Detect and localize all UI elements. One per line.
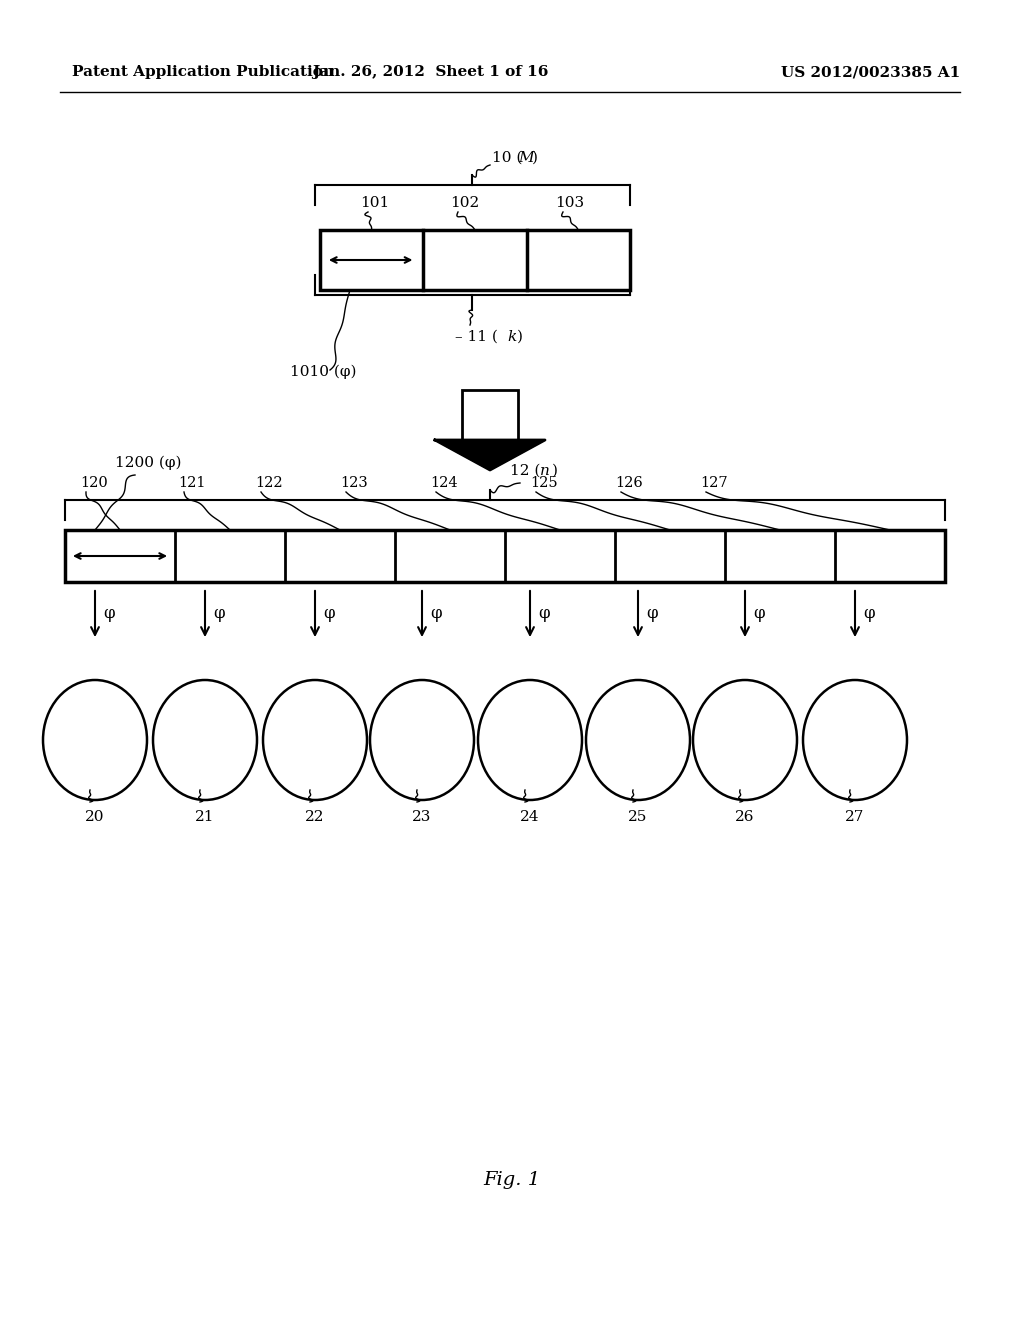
Text: ): ) bbox=[517, 330, 523, 345]
Text: US 2012/0023385 A1: US 2012/0023385 A1 bbox=[780, 65, 961, 79]
Text: 1200 (φ): 1200 (φ) bbox=[115, 455, 181, 470]
Text: 125: 125 bbox=[530, 477, 558, 490]
Text: 122: 122 bbox=[255, 477, 283, 490]
Text: 25: 25 bbox=[628, 810, 647, 824]
Text: 102: 102 bbox=[450, 195, 479, 210]
Text: ): ) bbox=[532, 150, 538, 165]
Text: 121: 121 bbox=[178, 477, 206, 490]
Text: 127: 127 bbox=[700, 477, 728, 490]
Text: 23: 23 bbox=[412, 810, 431, 824]
Text: 103: 103 bbox=[555, 195, 584, 210]
Text: Jan. 26, 2012  Sheet 1 of 16: Jan. 26, 2012 Sheet 1 of 16 bbox=[312, 65, 548, 79]
Text: 21: 21 bbox=[195, 810, 214, 824]
Text: 24: 24 bbox=[520, 810, 540, 824]
Text: 120: 120 bbox=[80, 477, 108, 490]
Text: Patent Application Publication: Patent Application Publication bbox=[72, 65, 334, 79]
Text: 22: 22 bbox=[305, 810, 325, 824]
Text: 123: 123 bbox=[340, 477, 368, 490]
Text: φ: φ bbox=[430, 606, 441, 623]
Text: 126: 126 bbox=[615, 477, 643, 490]
Text: k: k bbox=[507, 330, 516, 345]
Text: n: n bbox=[540, 465, 550, 478]
Text: φ: φ bbox=[213, 606, 224, 623]
Text: ): ) bbox=[552, 465, 558, 478]
Text: 20: 20 bbox=[85, 810, 104, 824]
Text: φ: φ bbox=[323, 606, 335, 623]
Text: 27: 27 bbox=[845, 810, 864, 824]
Text: 124: 124 bbox=[430, 477, 458, 490]
Text: φ: φ bbox=[753, 606, 765, 623]
Text: φ: φ bbox=[103, 606, 115, 623]
Text: M: M bbox=[518, 150, 534, 165]
Bar bbox=[319, 230, 630, 290]
Text: Fig. 1: Fig. 1 bbox=[483, 1171, 541, 1189]
Text: 12 (: 12 ( bbox=[510, 465, 541, 478]
Text: φ: φ bbox=[538, 606, 550, 623]
Bar bbox=[65, 531, 945, 582]
Text: φ: φ bbox=[646, 606, 657, 623]
Text: 101: 101 bbox=[360, 195, 389, 210]
Bar bbox=[462, 389, 518, 440]
Polygon shape bbox=[435, 440, 545, 470]
Text: 10 (: 10 ( bbox=[492, 150, 522, 165]
Text: φ: φ bbox=[863, 606, 874, 623]
Text: 1010 (φ): 1010 (φ) bbox=[290, 366, 356, 379]
Text: – 11 (: – 11 ( bbox=[455, 330, 498, 345]
Text: 26: 26 bbox=[735, 810, 755, 824]
